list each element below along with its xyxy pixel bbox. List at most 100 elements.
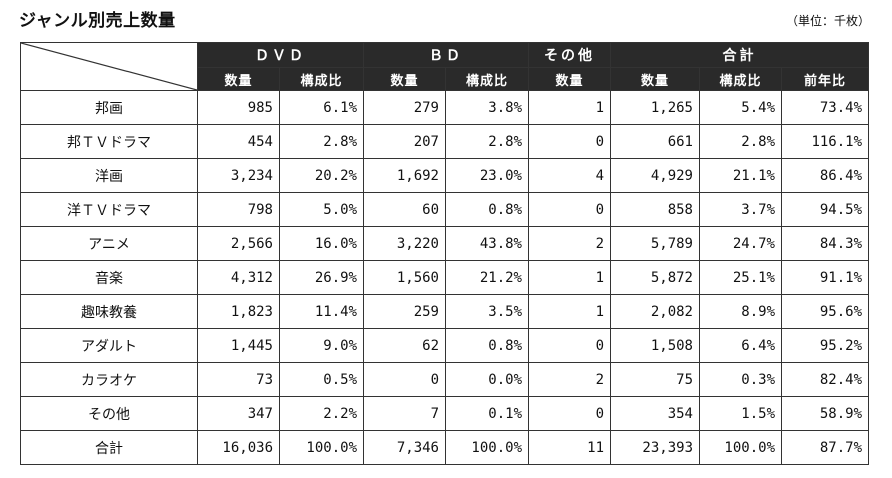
dvd-qty-cell: 2,566 [197, 226, 280, 261]
other-qty-cell: 0 [528, 192, 611, 227]
yoy-cell: 116.1% [780, 124, 870, 159]
bd-qty-cell: 1,692 [363, 158, 446, 193]
table-row: 洋ＴＶドラマ 798 5.0% 60 0.8% 0 858 3.7% 94.5% [20, 192, 870, 227]
dvd-ratio-cell: 6.1% [279, 90, 364, 125]
table-row: 趣味教養 1,823 11.4% 259 3.5% 1 2,082 8.9% 95.6% [20, 294, 870, 329]
yoy-cell: 87.7% [780, 430, 870, 465]
yoy-cell: 95.2% [780, 328, 870, 363]
total-ratio-cell: 3.7% [699, 192, 782, 227]
table-row: 洋画 3,234 20.2% 1,692 23.0% 4 4,929 21.1% 86.4% [20, 158, 870, 193]
table-row: 音楽 4,312 26.9% 1,560 21.2% 1 5,872 25.1% 91.1% [20, 260, 870, 295]
dvd-qty-cell: 3,234 [197, 158, 280, 193]
dvd-ratio-cell: 26.9% [279, 260, 364, 295]
dvd-ratio-cell: 5.0% [279, 192, 364, 227]
bd-qty-cell: 3,220 [363, 226, 446, 261]
unit-note: （単位：千枚） [785, 14, 870, 28]
bd-ratio-cell: 21.2% [445, 260, 529, 295]
total-ratio-cell: 6.4% [699, 328, 782, 363]
other-qty-cell: 4 [528, 158, 611, 193]
total-qty-cell: 5,872 [610, 260, 700, 295]
dvd-ratio-cell: 100.0% [279, 430, 364, 465]
dvd-ratio-cell: 11.4% [279, 294, 364, 329]
group-dvd: ＤＶＤ [197, 42, 364, 68]
other-qty-cell: 11 [528, 430, 611, 465]
group-total: 合計 [609, 42, 870, 68]
bd-ratio-cell: 3.8% [445, 90, 529, 125]
yoy-cell: 73.4% [780, 90, 870, 125]
yoy-cell: 95.6% [780, 294, 870, 329]
bd-ratio-cell: 0.8% [445, 192, 529, 227]
dvd-ratio-cell: 9.0% [279, 328, 364, 363]
total-ratio-cell: 1.5% [699, 396, 782, 431]
genre-cell: 洋ＴＶドラマ [20, 192, 198, 227]
other-qty-cell: 0 [528, 328, 611, 363]
genre-cell: アダルト [20, 328, 198, 363]
bd-ratio-cell: 2.8% [445, 124, 529, 159]
total-qty-cell: 5,789 [610, 226, 700, 261]
dvd-ratio-cell: 2.8% [279, 124, 364, 159]
bd-ratio-cell: 0.0% [445, 362, 529, 397]
total-qty-cell: 23,393 [610, 430, 700, 465]
total-qty-cell: 354 [610, 396, 700, 431]
col-total-ratio: 構成比 [699, 67, 782, 91]
genre-cell: 合計 [20, 430, 198, 465]
dvd-qty-cell: 73 [197, 362, 280, 397]
total-ratio-cell: 8.9% [699, 294, 782, 329]
total-ratio-cell: 25.1% [699, 260, 782, 295]
col-dvd-ratio: 構成比 [279, 67, 364, 91]
bd-qty-cell: 7 [363, 396, 446, 431]
other-qty-cell: 2 [528, 226, 611, 261]
total-ratio-cell: 0.3% [699, 362, 782, 397]
bd-ratio-cell: 43.8% [445, 226, 529, 261]
total-qty-cell: 858 [610, 192, 700, 227]
bd-qty-cell: 259 [363, 294, 446, 329]
yoy-cell: 82.4% [780, 362, 870, 397]
table-row: アダルト 1,445 9.0% 62 0.8% 0 1,508 6.4% 95.2% [20, 328, 870, 363]
col-total-yoy: 前年比 [780, 67, 870, 91]
group-header-row: ＤＶＤ ＢＤ その他 合計 [20, 42, 870, 91]
bd-ratio-cell: 0.8% [445, 328, 529, 363]
other-qty-cell: 1 [528, 294, 611, 329]
yoy-cell: 84.3% [780, 226, 870, 261]
dvd-qty-cell: 985 [197, 90, 280, 125]
total-qty-cell: 2,082 [610, 294, 700, 329]
dvd-qty-cell: 798 [197, 192, 280, 227]
bd-qty-cell: 1,560 [363, 260, 446, 295]
bd-qty-cell: 60 [363, 192, 446, 227]
col-dvd-qty: 数量 [197, 67, 280, 91]
other-qty-cell: 1 [528, 260, 611, 295]
dvd-ratio-cell: 2.2% [279, 396, 364, 431]
dvd-ratio-cell: 20.2% [279, 158, 364, 193]
table-row: その他 347 2.2% 7 0.1% 0 354 1.5% 58.9% [20, 396, 870, 431]
total-ratio-cell: 2.8% [699, 124, 782, 159]
genre-cell: 音楽 [20, 260, 198, 295]
bd-ratio-cell: 3.5% [445, 294, 529, 329]
yoy-cell: 94.5% [780, 192, 870, 227]
yoy-cell: 91.1% [780, 260, 870, 295]
bd-ratio-cell: 0.1% [445, 396, 529, 431]
genre-cell: 趣味教養 [20, 294, 198, 329]
bd-qty-cell: 279 [363, 90, 446, 125]
total-qty-cell: 1,265 [610, 90, 700, 125]
total-qty-cell: 661 [610, 124, 700, 159]
bd-ratio-cell: 23.0% [445, 158, 529, 193]
total-qty-cell: 1,508 [610, 328, 700, 363]
total-qty-cell: 4,929 [610, 158, 700, 193]
genre-cell: 邦画 [20, 90, 198, 125]
other-qty-cell: 1 [528, 90, 611, 125]
col-bd-qty: 数量 [363, 67, 446, 91]
genre-sales-table: ＤＶＤ ＢＤ その他 合計 数量 構成比 数量 構成比 数量 数量 構成比 前年… [20, 42, 870, 465]
bd-qty-cell: 62 [363, 328, 446, 363]
corner-diagonal-icon [21, 43, 197, 90]
genre-cell: カラオケ [20, 362, 198, 397]
dvd-qty-cell: 1,823 [197, 294, 280, 329]
dvd-ratio-cell: 0.5% [279, 362, 364, 397]
bd-qty-cell: 0 [363, 362, 446, 397]
total-ratio-cell: 5.4% [699, 90, 782, 125]
page-title: ジャンル別売上数量 [19, 11, 176, 31]
genre-cell: その他 [20, 396, 198, 431]
genre-cell: 邦ＴＶドラマ [20, 124, 198, 159]
yoy-cell: 58.9% [780, 396, 870, 431]
total-ratio-cell: 100.0% [699, 430, 782, 465]
other-qty-cell: 2 [528, 362, 611, 397]
